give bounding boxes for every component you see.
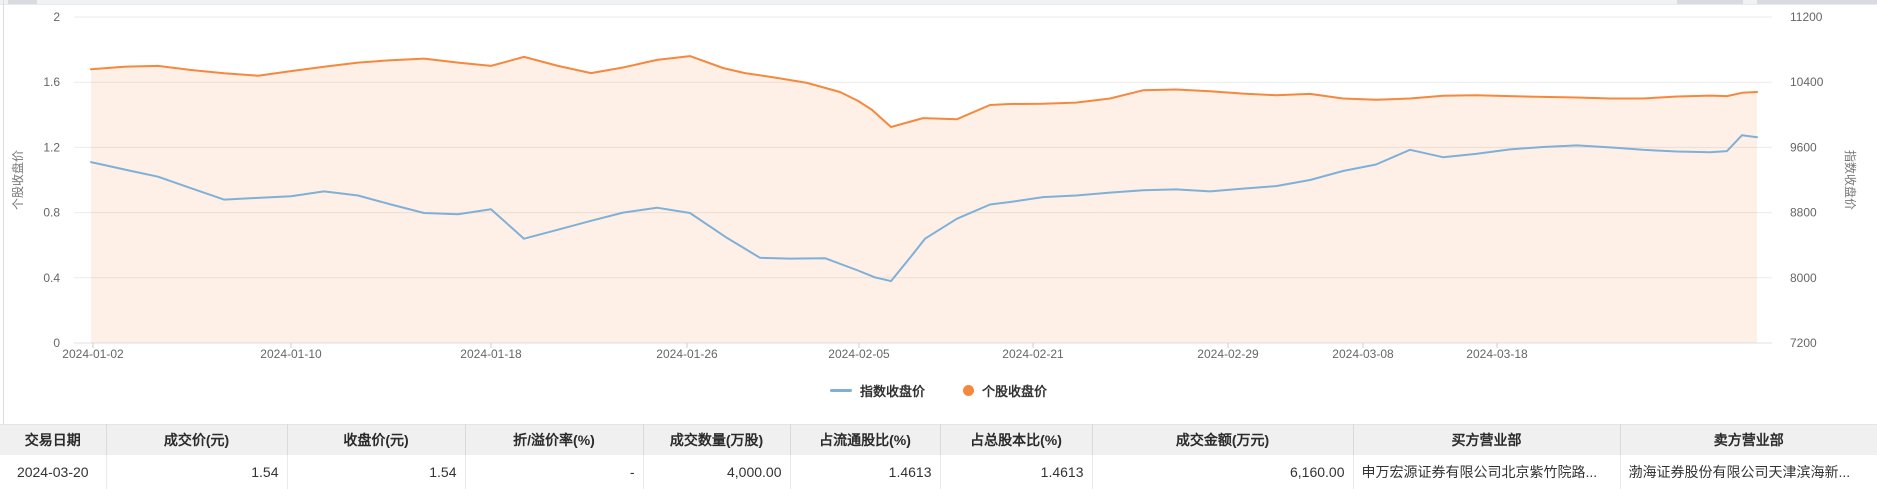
table-header-cell-0: 交易日期 [0, 424, 107, 455]
x-axis-tick-label: 2024-01-10 [260, 347, 322, 361]
dual-axis-line-chart: 2 1.6 1.2 0.8 0.4 0 11200 10400 9600 8800 8000 7200… [0, 4, 1877, 376]
table-header-cell-8: 买方营业部 [1353, 424, 1621, 455]
legend-item-index-close[interactable]: 指数收盘价 [829, 381, 925, 400]
right-axis-tick-label: 8000 [1790, 271, 1817, 285]
x-axis-tick-label: 2024-02-29 [1197, 347, 1259, 361]
table-header-cell-9: 卖方营业部 [1620, 424, 1877, 455]
top-edge-cropped-toolbar [0, 0, 1877, 5]
left-axis-tick-label: 1.2 [43, 140, 60, 154]
top-edge-fragment [1677, 0, 1743, 4]
table-header-cell-4: 成交数量(万股) [643, 424, 791, 455]
left-axis-tick-label: 2 [53, 10, 60, 24]
right-axis-name: 指数收盘价 [1843, 150, 1858, 210]
legend-item-stock-close[interactable]: 个股收盘价 [963, 381, 1047, 400]
table-header-cell-3: 折/溢价率(%) [465, 424, 644, 455]
x-axis-tick-label: 2024-01-18 [460, 347, 522, 361]
table-cell-7: 6,160.00 [1092, 455, 1354, 489]
series-line-index-close [90, 134, 1758, 283]
table-cell-3: - [465, 455, 644, 489]
table-cell-5: 1.4613 [790, 455, 941, 489]
right-axis-tick-label: 11200 [1790, 10, 1823, 24]
table-header-cell-1: 成交价(元) [106, 424, 288, 455]
legend-label: 个股收盘价 [982, 383, 1048, 399]
table-header-cell-7: 成交金额(万元) [1092, 424, 1354, 455]
left-axis-name: 个股收盘价 [10, 150, 25, 210]
series-area-fill [91, 56, 1757, 343]
x-axis-tick-label: 2024-01-02 [62, 347, 124, 361]
table-cell-2: 1.54 [287, 455, 466, 489]
legend-circle-marker-icon [963, 384, 974, 396]
right-axis-tick-label: 8800 [1790, 206, 1817, 220]
x-axis-tick-label: 2024-03-18 [1466, 347, 1528, 361]
table-header-row: 交易日期 成交价(元) 收盘价(元) 折/溢价率(%) 成交数量(万股) 占流通股比(%)… [0, 424, 1877, 455]
panel-left-border [3, 0, 4, 486]
legend-label: 指数收盘价 [859, 383, 925, 399]
table-header-cell-2: 收盘价(元) [287, 424, 466, 455]
table-cell-8: 申万宏源证券有限公司北京紫竹院路... [1353, 455, 1621, 489]
table-cell-9: 渤海证券股份有限公司天津滨海新... [1620, 455, 1877, 489]
chart-canvas: 2 1.6 1.2 0.8 0.4 0 11200 10400 9600 8800 8000 7200… [10, 10, 1858, 361]
x-axis-tick-label: 2024-02-21 [1002, 347, 1064, 361]
right-axis-tick-label: 7200 [1790, 336, 1817, 350]
table-header-cell-5: 占流通股比(%) [790, 424, 941, 455]
block-trades-table: 交易日期 成交价(元) 收盘价(元) 折/溢价率(%) 成交数量(万股) 占流通股比(%)… [0, 424, 1877, 489]
left-axis-tick-label: 1.6 [43, 75, 60, 89]
top-edge-fragment [1757, 0, 1877, 4]
top-edge-fragment [8, 0, 37, 4]
table-header-cell-6: 占总股本比(%) [940, 424, 1093, 455]
left-axis-tick-label: 0 [53, 336, 60, 350]
table-cell-1: 1.54 [106, 455, 288, 489]
x-axis-tick-label: 2024-03-08 [1332, 347, 1394, 361]
table-cell-0: 2024-03-20 [0, 455, 107, 489]
chart-legend: 指数收盘价 个股收盘价 [0, 380, 1877, 400]
x-axis-tick-label: 2024-02-05 [828, 347, 890, 361]
table-cell-6: 1.4613 [940, 455, 1093, 489]
right-axis-tick-label: 9600 [1790, 140, 1817, 154]
right-axis-tick-label: 10400 [1790, 75, 1824, 89]
left-axis-tick-label: 0.4 [43, 271, 60, 285]
table-row: 2024-03-20 1.54 1.54-4,000.00 1.4613 1.4613 6… [0, 455, 1877, 489]
table-cell-4: 4,000.00 [643, 455, 791, 489]
legend-line-marker-icon [829, 388, 852, 392]
x-axis-tick-label: 2024-01-26 [656, 347, 718, 361]
left-axis-tick-label: 0.8 [43, 206, 60, 220]
series-line-stock-close [90, 55, 1758, 128]
